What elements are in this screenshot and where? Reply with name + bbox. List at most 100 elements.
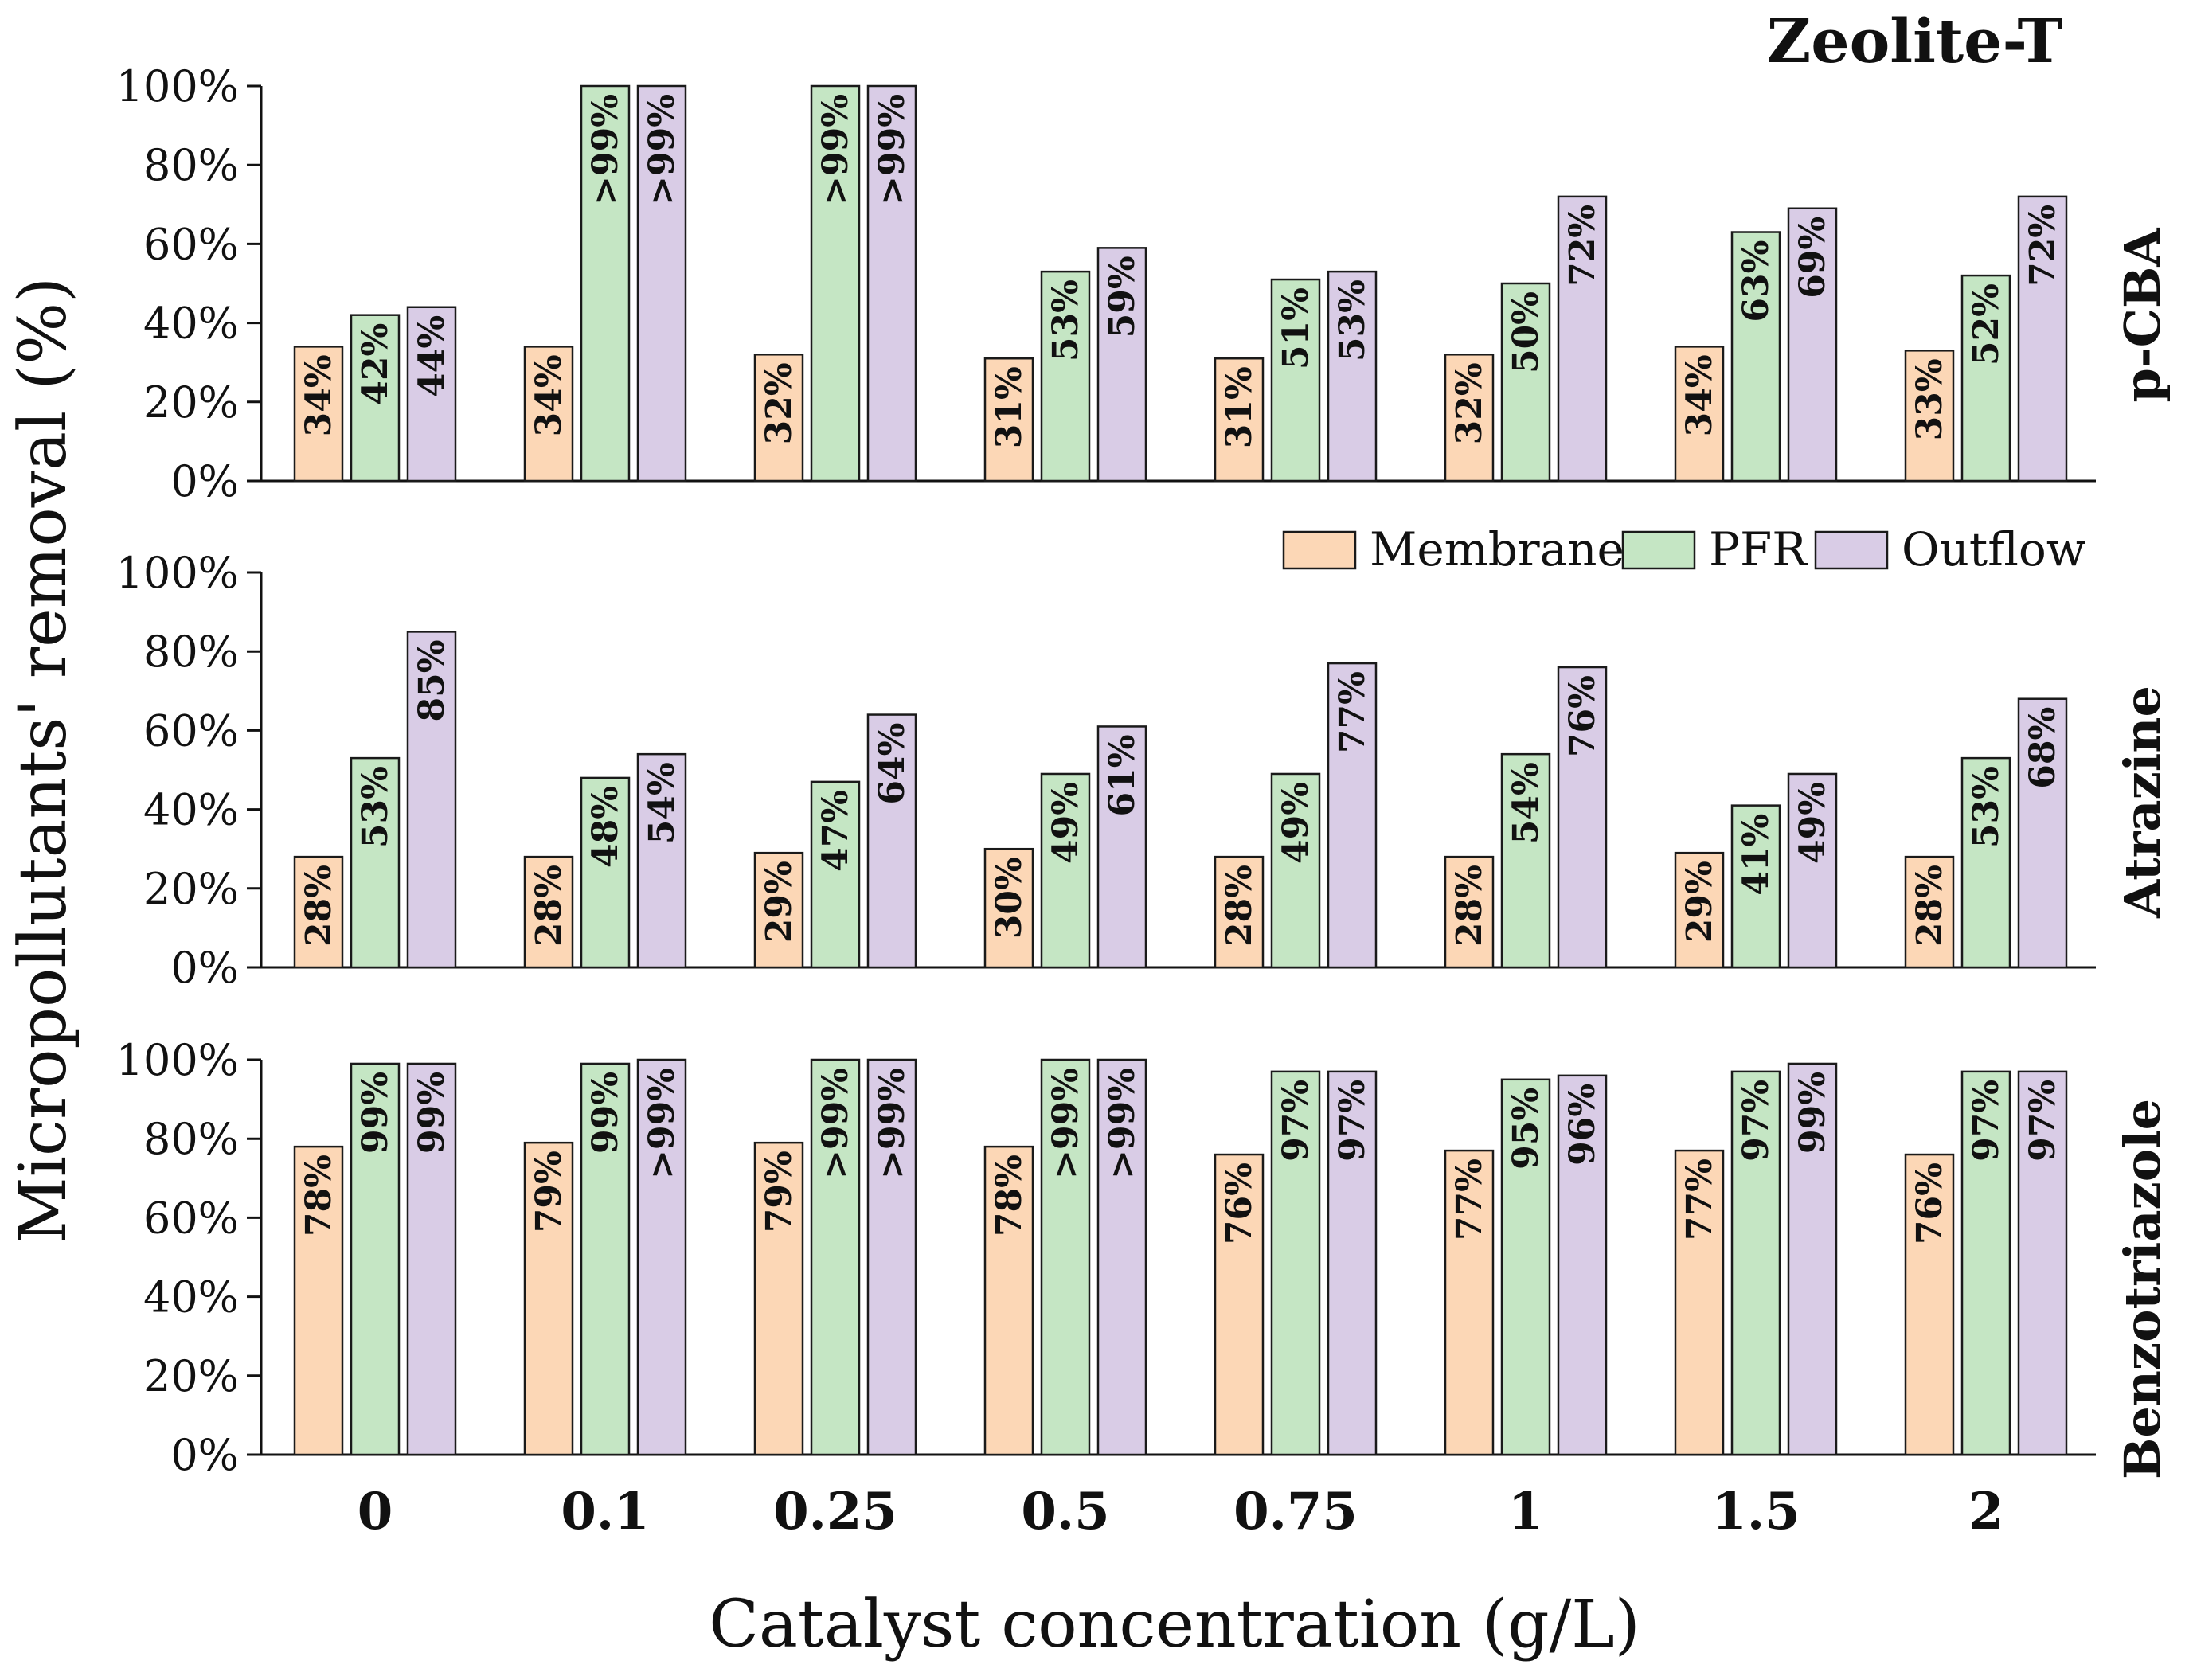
bar-membrane: [523, 855, 574, 969]
bar-outflow: [1327, 662, 1378, 969]
y-tick-label: 40%: [143, 785, 239, 835]
bar-outflow: [1096, 725, 1147, 969]
bar-value-label: 31%: [1219, 366, 1260, 448]
bar-outflow: [1787, 1062, 1838, 1456]
bar-value-label: >99%: [872, 1068, 913, 1179]
bar-value-label: 76%: [1562, 675, 1603, 757]
bar-value-label: 72%: [1562, 205, 1603, 287]
bar-value-label: 28%: [1219, 865, 1260, 947]
bar-value-label: 69%: [1792, 217, 1833, 299]
bar-membrane: [983, 357, 1034, 483]
bar-outflow: [2017, 195, 2068, 483]
y-tick-label: 20%: [143, 864, 239, 914]
bar-value-label: 78%: [989, 1155, 1030, 1237]
bar-value-label: 48%: [585, 786, 626, 868]
bar-pfr: [810, 84, 861, 483]
bar-value-label: 77%: [1332, 671, 1373, 753]
bar-pfr: [810, 780, 861, 969]
bar-membrane: [293, 1145, 344, 1456]
bar-outflow: [1327, 1070, 1378, 1456]
bar-membrane: [1674, 851, 1725, 969]
bar-value-label: 78%: [299, 1155, 339, 1237]
bar-pfr: [580, 1062, 631, 1456]
bar-pfr: [580, 84, 631, 483]
bar-value-label: 50%: [1506, 291, 1546, 373]
bar-value-label: 76%: [1910, 1162, 1950, 1244]
bar-outflow: [866, 713, 917, 969]
y-tick-label: 80%: [143, 1114, 239, 1164]
bar-value-label: 34%: [529, 354, 569, 436]
bar-pfr: [1960, 1070, 2011, 1456]
bar-value-label: 51%: [1276, 287, 1316, 369]
x-tick-label: 0.1: [561, 1482, 649, 1541]
bar-value-label: 54%: [642, 762, 682, 844]
bar-value-label: 49%: [1792, 782, 1833, 864]
bar-value-label: 97%: [1966, 1080, 2007, 1162]
legend-swatch-membrane: [1282, 530, 1357, 570]
legend: Membrane PFR Outflow: [1282, 522, 2086, 576]
y-tick-label: 20%: [143, 1351, 239, 1401]
y-tick-label: 40%: [143, 299, 239, 349]
bar-value-label: 34%: [1679, 354, 1720, 436]
y-tick-label: 60%: [143, 219, 239, 269]
bar-pfr: [580, 776, 631, 969]
panel-label: Benzotriazole: [2113, 1099, 2172, 1479]
bar-value-label: 49%: [1046, 782, 1086, 864]
x-axis-label: Catalyst concentration (g/L): [709, 1587, 1640, 1662]
bar-value-label: 53%: [1046, 279, 1086, 361]
bar-membrane: [1444, 354, 1495, 483]
bar-outflow: [1096, 247, 1147, 483]
legend-swatch-pfr: [1621, 530, 1696, 570]
bar-value-label: >99%: [815, 94, 856, 205]
bar-pfr: [350, 314, 401, 483]
bar-value-label: 79%: [759, 1151, 799, 1233]
legend-label-membrane: Membrane: [1370, 522, 1624, 576]
bar-pfr: [1040, 772, 1091, 969]
bar-value-label: 54%: [1506, 762, 1546, 844]
bar-value-label: 28%: [299, 865, 339, 947]
bar-pfr: [1270, 772, 1321, 969]
bar-pfr: [1960, 274, 2011, 483]
bar-pfr: [1730, 231, 1781, 483]
bar-value-label: 99%: [1792, 1072, 1833, 1154]
bar-membrane: [1214, 855, 1265, 969]
x-tick-label: 0.5: [1021, 1482, 1109, 1541]
bar-value-label: >99%: [585, 94, 626, 205]
bar-pfr: [1270, 278, 1321, 483]
bar-value-label: 42%: [355, 323, 396, 405]
bar-value-label: 97%: [1276, 1080, 1316, 1162]
bar-value-label: 76%: [1219, 1162, 1260, 1244]
bar-membrane: [753, 354, 804, 483]
y-tick-label: 80%: [143, 140, 239, 190]
bar-outflow: [1557, 195, 1608, 483]
panel-label: Atrazine: [2113, 686, 2172, 919]
bar-membrane: [1214, 1153, 1265, 1456]
bar-membrane: [293, 346, 344, 483]
bar-value-label: 32%: [759, 362, 799, 444]
bar-value-label: 28%: [1449, 865, 1490, 947]
bar-pfr: [1730, 804, 1781, 969]
bar-value-label: >99%: [642, 94, 682, 205]
y-axis-label: Micropollutants' removal (%): [6, 277, 81, 1244]
x-tick-labels: 0 0.1 0.25 0.5 0.75 1 1.5 2: [358, 1482, 2004, 1541]
bar-outflow: [406, 1062, 457, 1456]
bar-membrane: [1444, 1149, 1495, 1456]
bar-value-label: 31%: [989, 366, 1030, 448]
bar-value-label: >99%: [1046, 1068, 1086, 1179]
bar-value-label: 96%: [1562, 1084, 1603, 1166]
bar-value-label: 99%: [585, 1072, 626, 1154]
legend-swatch-outflow: [1814, 530, 1889, 570]
bar-outflow: [636, 1058, 687, 1456]
y-tick-label: 60%: [143, 705, 239, 756]
chart-title: Zeolite-T: [1767, 6, 2062, 76]
bar-value-label: >99%: [642, 1068, 682, 1179]
bar-membrane: [1904, 350, 1955, 483]
bar-value-label: 53%: [1332, 279, 1373, 361]
panel-atrazine: 0% 20% 40% 60% 80% 100% 28% 28% 29% 30% 28% 28% 29% 2…: [116, 548, 2172, 993]
bar-outflow: [1327, 270, 1378, 483]
bar-pfr: [1500, 752, 1551, 969]
bar-pfr: [1500, 282, 1551, 483]
y-tick-label: 0%: [170, 943, 239, 993]
bar-value-label: 99%: [355, 1072, 396, 1154]
bar-value-label: 63%: [1736, 240, 1777, 322]
